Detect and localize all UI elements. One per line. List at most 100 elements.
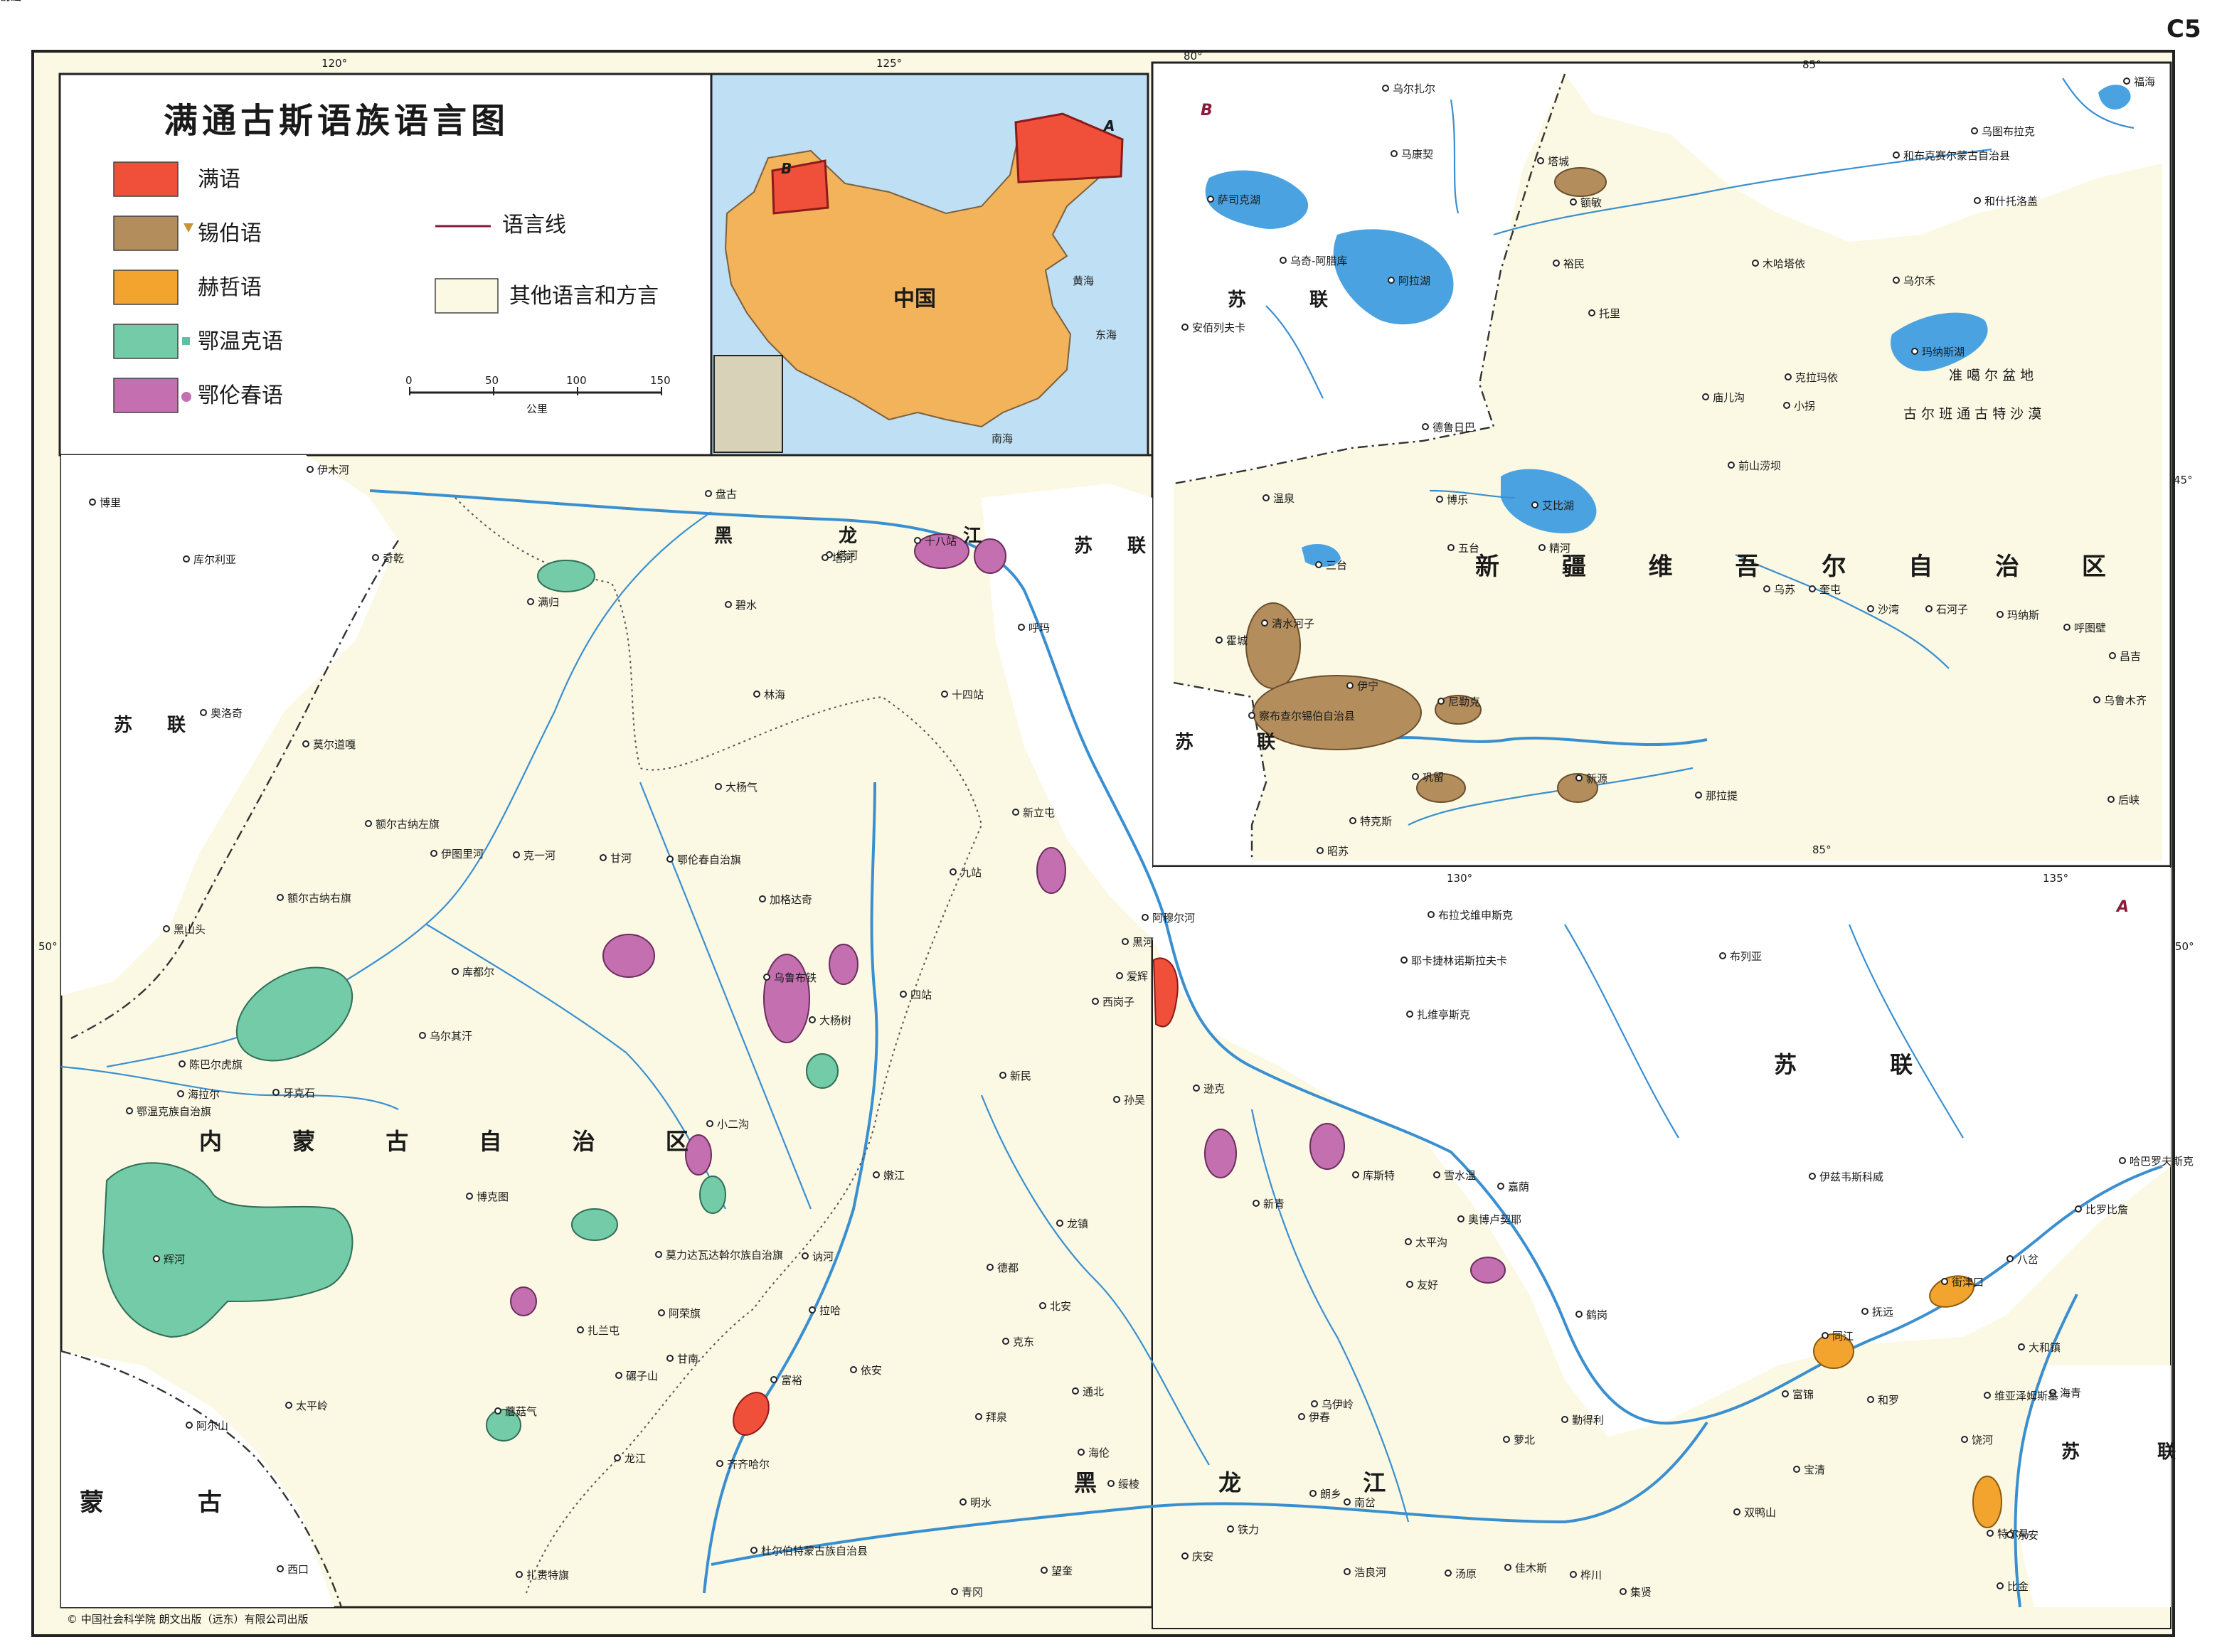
river-kuitun — [1735, 554, 1950, 669]
city-marker — [1280, 257, 1287, 264]
city-marker — [527, 598, 534, 605]
place-label: 明水 — [970, 1496, 992, 1509]
inset-marker-b: B — [781, 160, 792, 177]
city-marker — [763, 974, 770, 981]
river-trib-2 — [1250, 1109, 1410, 1523]
place-label: 三台 — [1326, 559, 1347, 572]
place-label: 嫩江 — [883, 1169, 905, 1182]
city-marker — [1861, 1308, 1869, 1315]
place-label: 前山涝坝 — [1738, 459, 1781, 472]
city-marker — [1400, 956, 1408, 964]
ussr-area-west — [61, 455, 398, 996]
manchu-swatch — [113, 161, 179, 197]
place-label: 加格达奇 — [770, 893, 812, 906]
city-marker — [1570, 1571, 1577, 1578]
city-marker — [302, 740, 309, 747]
hezhe-swatch — [113, 270, 179, 305]
city-marker — [2006, 1531, 2014, 1538]
place-label: 霍城 — [1226, 634, 1248, 647]
place-label: 前进 — [0, 0, 21, 3]
place-label: 巩留 — [1423, 771, 1444, 784]
mongolia-area — [61, 1351, 334, 1607]
city-marker — [770, 1376, 777, 1383]
place-label: 浩良河 — [1354, 1566, 1386, 1579]
region-xinjiang: 新 疆 维 吾 尔 自 治 区 — [1475, 553, 2133, 581]
city-marker — [430, 850, 437, 857]
place-label: 库都尔 — [462, 966, 494, 979]
place-label: 克拉玛依 — [1795, 371, 1838, 384]
place-label: 玛纳斯湖 — [1922, 346, 1965, 358]
city-marker — [272, 1089, 280, 1096]
city-marker — [1733, 1508, 1740, 1515]
city-marker — [614, 1454, 621, 1461]
place-label: 呼图壁 — [2074, 622, 2106, 634]
city-marker — [1315, 561, 1322, 568]
manchu-area-aihui — [1152, 957, 1179, 1028]
panel-b-lat-45: 45° — [2174, 474, 2193, 486]
city-marker — [277, 894, 284, 901]
city-marker — [1433, 1171, 1440, 1178]
inset-sea-south: 南海 — [992, 432, 1013, 445]
place-label: 阿荣旗 — [669, 1307, 701, 1320]
city-marker — [1974, 197, 1981, 204]
city-marker — [1349, 817, 1356, 824]
city-marker — [1181, 1552, 1189, 1560]
place-label: 嘉荫 — [1508, 1181, 1529, 1193]
border-west — [70, 540, 399, 1040]
city-marker — [1142, 914, 1149, 921]
place-label: 北安 — [1050, 1300, 1071, 1313]
place-label: 呼玛 — [1028, 622, 1050, 634]
city-marker — [1445, 1570, 1452, 1577]
place-label: 新民 — [1010, 1070, 1031, 1082]
place-label: 海伦 — [1088, 1446, 1110, 1459]
city-marker — [2123, 78, 2130, 85]
lake-sasikkol — [1205, 170, 1309, 229]
scale-unit: 公里 — [526, 403, 548, 415]
city-marker — [466, 1193, 473, 1200]
city-marker — [950, 868, 957, 875]
place-label: 新立屯 — [1023, 806, 1055, 819]
place-label: 望奎 — [1051, 1565, 1073, 1577]
region-ussr-b2: 苏 联 — [1175, 732, 1304, 753]
place-label: 碾子山 — [626, 1370, 658, 1382]
city-marker — [365, 820, 372, 827]
place-label: 精河 — [1549, 542, 1570, 555]
place-label: 奥博卢契耶 — [1468, 1213, 1521, 1226]
copyright-footer: © 中国社会科学院 朗文出版（远东）有限公司出版 — [67, 1613, 309, 1626]
city-marker — [1447, 544, 1455, 551]
city-marker — [1702, 393, 1709, 400]
city-marker — [1116, 972, 1123, 979]
xibe-area-nilka — [1435, 695, 1482, 725]
city-marker — [960, 1498, 967, 1506]
place-label: 孙吴 — [1124, 1094, 1145, 1107]
legend-label-manchu: 满语 — [198, 167, 240, 192]
place-label: 乌尔扎尔 — [1393, 82, 1435, 95]
city-marker — [1575, 1311, 1583, 1318]
lat-50-left: 50° — [38, 940, 58, 953]
region-junggar: 准 噶 尔 盆 地 — [1949, 368, 2034, 383]
city-marker — [1056, 1220, 1063, 1227]
city-marker — [1620, 1588, 1627, 1595]
city-marker — [1867, 605, 1874, 612]
evenki-area-moguqi — [486, 1409, 521, 1441]
city-marker — [1987, 1530, 1994, 1537]
city-marker — [706, 1120, 713, 1127]
scale-tick-2: 100 — [566, 374, 587, 387]
city-marker — [1893, 277, 1900, 284]
legend-label-other: 其他语言和方言 — [509, 284, 659, 309]
place-label: 鄂伦春自治旗 — [677, 853, 741, 866]
place-label: 宝清 — [1804, 1464, 1825, 1476]
place-label: 西岗子 — [1102, 996, 1134, 1008]
place-label: 满归 — [538, 596, 559, 609]
region-inner-mongolia: 内 蒙 古 自 治 区 — [199, 1128, 720, 1155]
oroqen-area-shibazhan — [914, 533, 969, 569]
city-marker — [153, 1255, 160, 1262]
scale-tick-0: 0 — [405, 374, 413, 387]
city-marker — [1436, 496, 1443, 503]
page-code: C5 — [2167, 15, 2201, 43]
city-marker — [1346, 682, 1354, 689]
city-marker — [715, 783, 722, 790]
city-marker — [941, 691, 948, 698]
river-emin — [1493, 148, 1992, 236]
place-label: 安佰列夫卡 — [1192, 321, 1245, 334]
